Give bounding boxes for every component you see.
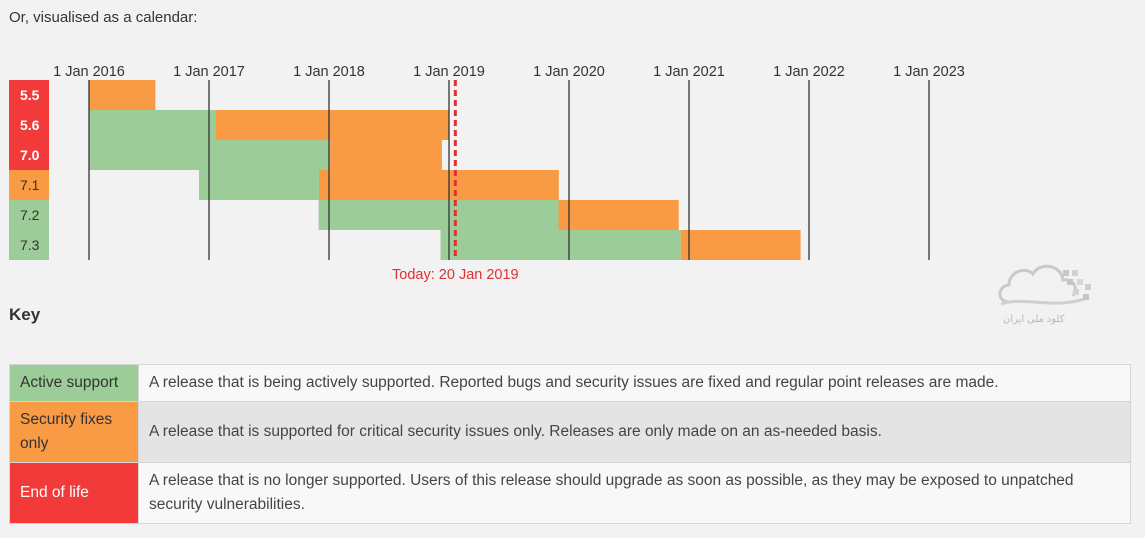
security-fixes-bar (89, 80, 156, 110)
year-tick-label: 1 Jan 2022 (773, 64, 845, 80)
version-label: 5.6 (20, 117, 40, 133)
watermark-logo: کلود ملی ایران (995, 258, 1107, 336)
active-support-bar (440, 230, 681, 260)
year-tick-label: 1 Jan 2018 (293, 64, 365, 80)
version-label-bg (9, 230, 49, 260)
version-label: 7.0 (20, 147, 40, 163)
key-row-eol: End of life A release that is no longer … (9, 462, 1131, 524)
version-label: 7.1 (20, 177, 40, 193)
year-tick-label: 1 Jan 2017 (173, 64, 245, 80)
key-description-active: A release that is being actively support… (138, 364, 1131, 402)
version-label-bg (9, 140, 49, 170)
intro-text: Or, visualised as a calendar: (9, 9, 198, 26)
year-tick-label: 1 Jan 2020 (533, 64, 605, 80)
security-fixes-bar (680, 230, 801, 260)
today-label: Today: 20 Jan 2019 (392, 267, 519, 283)
year-tick-label: 1 Jan 2016 (53, 64, 125, 80)
version-label: 7.2 (20, 207, 40, 223)
version-label-bg (9, 80, 49, 110)
version-label: 5.5 (20, 87, 40, 103)
key-table: Active support A release that is being a… (9, 364, 1131, 524)
key-description-eol: A release that is no longer supported. U… (138, 462, 1131, 524)
key-row-active: Active support A release that is being a… (9, 364, 1131, 402)
version-label: 7.3 (20, 237, 40, 253)
security-fixes-bar (558, 200, 679, 230)
year-tick-label: 1 Jan 2021 (653, 64, 725, 80)
security-fixes-bar (318, 170, 559, 200)
key-description-security: A release that is supported for critical… (138, 401, 1131, 463)
security-fixes-bar (215, 110, 449, 140)
security-fixes-bar (330, 140, 442, 170)
active-support-bar (199, 170, 319, 200)
watermark-text: کلود ملی ایران (1003, 314, 1065, 325)
version-label-bg (9, 200, 49, 230)
key-heading: Key (9, 305, 41, 324)
key-label-eol: End of life (9, 462, 139, 524)
key-label-security: Security fixes only (9, 401, 139, 463)
release-calendar-chart: 5.5 5.6 7.0 7.1 7.2 7.3 1 Jan 2016 1 Jan 2017 1 … (9, 64, 965, 283)
active-support-bar (89, 110, 216, 140)
key-row-security: Security fixes only A release that is su… (9, 401, 1131, 463)
year-tick-label: 1 Jan 2023 (893, 64, 965, 80)
version-label-bg (9, 110, 49, 140)
key-label-active: Active support (9, 364, 139, 402)
year-tick-label: 1 Jan 2019 (413, 64, 485, 80)
version-label-bg (9, 170, 49, 200)
cloud-logo-icon (998, 264, 1091, 306)
active-support-bar (318, 200, 559, 230)
